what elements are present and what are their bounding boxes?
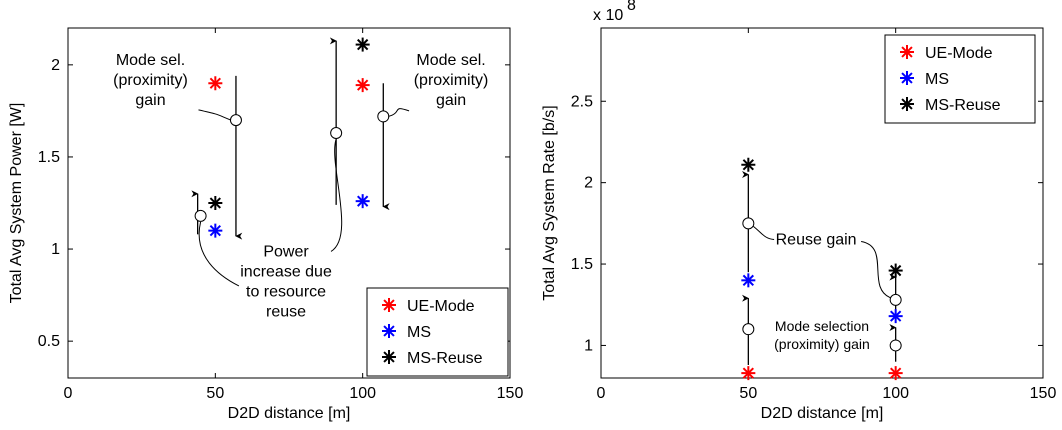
- annotation-text: Reuse gain: [776, 232, 857, 249]
- chart-power: 0 50 100 150 0.5 1 1.5 2 D2D distance [m] Total A…: [8, 27, 524, 422]
- circle-marker: [229, 114, 242, 127]
- annotation-line: gain: [135, 92, 165, 109]
- legend-label: MS: [407, 324, 431, 341]
- data-point-ms-reuse: [208, 196, 223, 210]
- annotation-line: to resource: [246, 283, 326, 300]
- circle-marker: [742, 217, 755, 230]
- annotation-line: reuse: [266, 303, 306, 320]
- annotation-connector: [330, 138, 343, 252]
- circle-marker: [377, 110, 390, 123]
- legend: UE-Mode MS MS-Reuse: [884, 34, 1036, 124]
- legend-label: UE-Mode: [407, 298, 475, 315]
- annotation-line: Mode sel.: [116, 52, 185, 69]
- annotation-line: (proximity) gain: [774, 336, 870, 352]
- annotation-line: Power: [263, 243, 309, 260]
- legend-marker: [382, 298, 396, 312]
- y-exponent-power: 8: [627, 0, 636, 14]
- legend-label: MS-Reuse: [407, 350, 483, 367]
- x-tick-label: 0: [64, 385, 73, 402]
- annotation-connector: [753, 225, 775, 241]
- x-axis-label: D2D distance [m]: [761, 405, 884, 422]
- legend-marker: [900, 71, 914, 85]
- legend-label: UE-Mode: [925, 45, 993, 62]
- annotation-connector: [198, 109, 232, 121]
- y-tick-label: 1.5: [38, 149, 60, 166]
- annotation-connector: [388, 108, 410, 117]
- x-tick-label: 100: [882, 385, 909, 402]
- data-point-ms: [741, 273, 756, 288]
- annotation-line: increase due: [240, 263, 332, 280]
- annotation-text: Mode sel. (proximity) gain: [113, 52, 188, 109]
- data-point-ms: [208, 223, 223, 238]
- axes-box: [600, 27, 1044, 379]
- x-tick-label: 50: [739, 385, 757, 402]
- data-point-ue-mode: [888, 366, 903, 381]
- circle-marker: [889, 293, 902, 306]
- data-point-ms-reuse: [741, 157, 756, 172]
- annotation-connector: [861, 241, 891, 299]
- data-point-ue-mode: [741, 366, 756, 381]
- x-tick-label: 50: [206, 385, 224, 402]
- annotation-line: Reuse gain: [776, 232, 857, 249]
- y-tick-label: 1: [51, 241, 60, 258]
- y-axis-label: Total Avg System Power [W]: [8, 103, 25, 304]
- y-axis-label: Total Avg System Rate [b/s]: [541, 105, 558, 300]
- legend: UE-Mode MS MS-Reuse: [366, 287, 509, 377]
- data-point-ue-mode: [208, 76, 223, 91]
- data-point-ms-reuse: [355, 37, 370, 52]
- axes-box: [67, 27, 511, 379]
- annotation-text: Power increase due to resource reuse: [240, 243, 332, 320]
- legend-marker: [382, 350, 396, 364]
- y-tick-label: 2: [51, 57, 60, 74]
- annotation-line: (proximity): [113, 72, 188, 89]
- circle-marker: [194, 209, 207, 222]
- data-point-ms-reuse: [888, 263, 903, 278]
- y-tick-label: 2.5: [571, 93, 593, 110]
- y-tick-label: 0.5: [38, 333, 60, 350]
- annotation-line: Mode selection: [775, 318, 869, 334]
- annotation-line: Mode sel.: [416, 52, 485, 69]
- annotation-line: gain: [436, 92, 466, 109]
- data-point-ms: [888, 309, 903, 324]
- legend-marker: [900, 45, 914, 59]
- x-tick-label: 0: [597, 385, 606, 402]
- x-tick-label: 150: [497, 385, 524, 402]
- chart-rate: 0 50 100 150 1 1.5 2 2.5 D2D distance [m] Total A…: [541, 0, 1056, 422]
- circle-marker: [330, 127, 343, 139]
- circle-marker: [889, 339, 902, 352]
- circle-marker: [742, 323, 755, 336]
- legend-marker: [382, 324, 396, 338]
- legend-label: MS-Reuse: [925, 97, 1001, 114]
- legend-label: MS: [925, 71, 949, 88]
- y-exponent-label: x 10: [593, 7, 623, 24]
- annotation-text: Mode sel. (proximity) gain: [414, 52, 489, 109]
- annotation-text: Mode selection (proximity) gain: [774, 318, 870, 352]
- x-tick-label: 150: [1030, 385, 1057, 402]
- annotation-connector: [198, 221, 240, 287]
- y-tick-label: 1.5: [571, 256, 593, 273]
- data-point-ue-mode: [355, 78, 370, 93]
- y-tick-label: 1: [584, 337, 593, 354]
- x-tick-label: 100: [349, 385, 376, 402]
- data-point-ms: [355, 194, 370, 209]
- annotation-line: (proximity): [414, 72, 489, 89]
- legend-marker: [900, 97, 914, 111]
- x-axis-label: D2D distance [m]: [228, 405, 351, 422]
- y-tick-label: 2: [584, 175, 593, 192]
